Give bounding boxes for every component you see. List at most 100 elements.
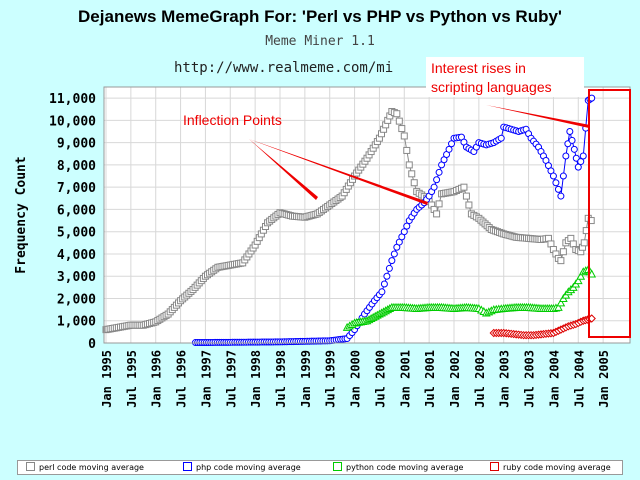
legend-swatch-python — [333, 462, 342, 471]
x-tick-label: Jan 2005 — [597, 350, 611, 408]
x-tick-label: Jan 2004 — [547, 350, 561, 408]
data-point — [378, 288, 386, 296]
data-point — [433, 210, 441, 218]
data-point — [562, 152, 570, 160]
x-tick-label: Jul 2004 — [572, 350, 586, 408]
data-point — [570, 145, 578, 153]
x-tick-label: Jul 2000 — [373, 350, 387, 408]
data-point — [579, 152, 587, 160]
x-tick-label: Jan 2003 — [498, 350, 512, 408]
annotation-inflection: Inflection Points — [183, 112, 282, 128]
y-tick-label: 4,000 — [57, 248, 96, 263]
data-point — [557, 192, 565, 200]
y-tick-label: 10,000 — [49, 114, 96, 129]
source-url: http://www.realmeme.com/mi — [174, 60, 394, 76]
chart-title: Dejanews MemeGraph For: 'Perl vs PHP vs … — [78, 7, 562, 26]
annotation-interest-line2: scripting languages — [431, 79, 552, 95]
data-point — [465, 201, 473, 209]
x-tick-label: Jul 1996 — [175, 350, 189, 408]
x-tick-label: Jan 1999 — [299, 350, 313, 408]
data-point — [549, 172, 557, 180]
x-tick-label: Jul 2002 — [473, 350, 487, 408]
data-point — [383, 272, 391, 280]
y-tick-label: 9,000 — [57, 137, 96, 152]
chart-subtitle: Meme Miner 1.1 — [265, 34, 375, 49]
data-point — [430, 183, 438, 191]
legend-item-ruby: ruby code moving average — [490, 462, 611, 472]
data-point — [552, 179, 560, 187]
x-tick-label: Jan 2002 — [448, 350, 462, 408]
y-tick-label: 0 — [88, 337, 96, 352]
data-point — [410, 179, 418, 187]
legend-swatch-php — [183, 462, 192, 471]
x-tick-label: Jul 1999 — [324, 350, 338, 408]
data-point — [445, 145, 453, 153]
data-point — [559, 248, 567, 256]
data-point — [568, 136, 576, 144]
data-point — [574, 163, 582, 171]
data-point — [408, 170, 416, 178]
data-point — [398, 125, 406, 133]
data-point — [460, 183, 468, 191]
legend-label-php: php code moving average — [196, 463, 301, 472]
x-tick-label: Jul 1995 — [125, 350, 139, 408]
data-point — [448, 140, 456, 148]
data-point — [380, 280, 388, 288]
x-tick-label: Jul 1998 — [274, 350, 288, 408]
data-point — [556, 298, 566, 307]
legend-label-ruby: ruby code moving average — [503, 463, 611, 472]
annotation-box — [426, 57, 584, 97]
y-tick-label: 1,000 — [57, 315, 96, 330]
y-tick-label: 11,000 — [49, 92, 96, 107]
data-point — [405, 161, 413, 169]
y-axis-label: Frequency Count — [14, 156, 29, 273]
y-tick-label: 3,000 — [57, 270, 96, 285]
arrow-inflection-1 — [249, 139, 318, 200]
arrow-inflection-2 — [249, 139, 428, 205]
data-point — [393, 110, 401, 118]
y-tick-label: 8,000 — [57, 159, 96, 174]
data-point — [390, 250, 398, 258]
x-tick-label: Jan 1998 — [249, 350, 263, 408]
x-tick-label: Jan 1995 — [100, 350, 114, 408]
data-point — [576, 271, 586, 280]
data-point — [395, 117, 403, 125]
data-point — [435, 200, 443, 208]
data-point — [435, 168, 443, 176]
plot-background — [104, 87, 630, 343]
legend-swatch-perl — [26, 462, 35, 471]
legend-label-perl: perl code moving average — [39, 463, 144, 472]
data-point — [400, 228, 408, 236]
y-tick-label: 5,000 — [57, 226, 96, 241]
data-point — [388, 257, 396, 265]
data-point — [573, 276, 583, 285]
data-point — [400, 132, 408, 140]
data-point — [566, 128, 574, 136]
highlight-box — [588, 89, 631, 338]
y-tick-label: 2,000 — [57, 292, 96, 307]
data-point — [403, 222, 411, 230]
legend-item-python: python code moving average — [333, 462, 463, 472]
x-tick-label: Jan 2001 — [398, 350, 412, 408]
data-point — [559, 172, 567, 180]
legend: perl code moving average php code moving… — [17, 460, 623, 475]
y-tick-label: 7,000 — [57, 181, 96, 196]
legend-label-python: python code moving average — [346, 463, 464, 472]
data-point — [403, 146, 411, 154]
legend-item-php: php code moving average — [183, 462, 301, 472]
x-tick-label: Jan 1997 — [199, 350, 213, 408]
data-point — [385, 264, 393, 272]
x-tick-label: Jul 2001 — [423, 350, 437, 408]
annotation-interest-line1: Interest rises in — [431, 60, 526, 76]
legend-swatch-ruby — [490, 462, 499, 471]
legend-item-perl: perl code moving average — [26, 462, 144, 472]
x-tick-label: Jan 1996 — [150, 350, 164, 408]
data-point — [462, 192, 470, 200]
x-tick-label: Jan 2000 — [349, 350, 363, 408]
data-point — [433, 176, 441, 184]
data-point — [577, 158, 585, 166]
x-tick-label: Jul 1997 — [224, 350, 238, 408]
data-point — [557, 257, 565, 265]
x-tick-label: Jul 2003 — [523, 350, 537, 408]
data-point — [580, 239, 588, 247]
